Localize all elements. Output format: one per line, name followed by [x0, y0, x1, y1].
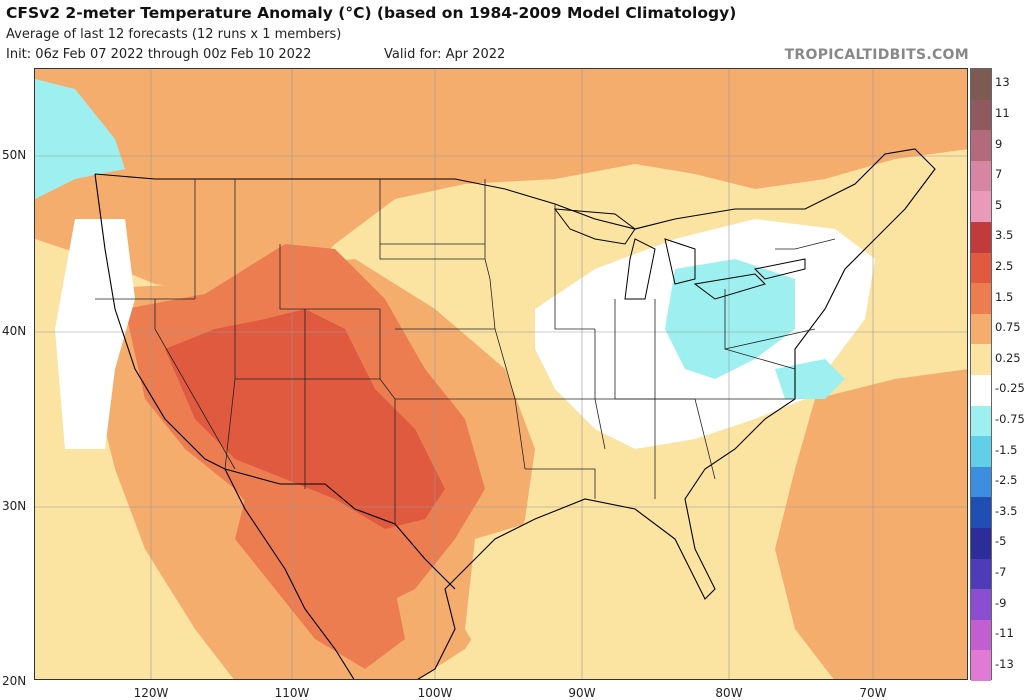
colorbar-segment	[971, 313, 991, 345]
colorbar-label: 1.5	[995, 289, 1014, 304]
anomaly-map	[34, 68, 968, 680]
anomaly-region-neutral-pacific	[55, 219, 135, 449]
colorbar-segment	[971, 160, 991, 192]
colorbar-segment	[971, 650, 991, 682]
anomaly-region-cool-ohio	[665, 259, 795, 379]
colorbar-label: 2.5	[995, 258, 1014, 273]
colorbar-label: 11	[995, 105, 1010, 120]
colorbar-label: 0.75	[995, 320, 1021, 335]
colorbar-segment	[971, 252, 991, 284]
lat-label: 30N	[2, 499, 27, 513]
great-lakes	[553, 208, 806, 300]
colorbar-segment	[971, 222, 991, 254]
colorbar-segment	[971, 619, 991, 651]
colorbar-segment	[971, 436, 991, 468]
state-lines	[95, 179, 836, 524]
anomaly-region-mexico-hot	[235, 499, 405, 669]
colorbar-segment	[971, 375, 991, 407]
lon-label: 120W	[133, 686, 169, 700]
lon-label: 70W	[859, 686, 887, 700]
colorbar-segment	[971, 497, 991, 529]
anomaly-region-gulf	[465, 509, 755, 679]
graticule	[35, 69, 967, 679]
colorbar-label: -11	[995, 626, 1014, 641]
lon-label: 100W	[417, 686, 453, 700]
colorbar-segment	[971, 130, 991, 162]
colorbar-segment	[971, 283, 991, 315]
colorbar-label: -2.5	[995, 473, 1018, 488]
colorbar-label: 13	[995, 75, 1010, 90]
lat-label: 20N	[2, 674, 27, 688]
map-title: CFSv2 2-meter Temperature Anomaly (°C) (…	[6, 4, 737, 22]
colorbar-label: -9	[995, 595, 1007, 610]
colorbar-segment	[971, 466, 991, 498]
colorbar-label: -0.25	[995, 381, 1024, 396]
init-text: Init: 06z Feb 07 2022 through 00z Feb 10…	[6, 47, 312, 62]
map-subtitle: Average of last 12 forecasts (12 runs x …	[6, 27, 342, 42]
us-mexico-border	[224, 468, 456, 590]
colorbar-label: -7	[995, 564, 1007, 579]
colorbar	[970, 68, 992, 682]
colorbar-segment	[971, 344, 991, 376]
colorbar-label: 0.25	[995, 350, 1021, 365]
anomaly-region-north	[35, 69, 967, 294]
colorbar-label: -3.5	[995, 503, 1018, 518]
lat-label: 40N	[2, 324, 27, 338]
lon-label: 90W	[568, 686, 596, 700]
anomaly-region-atlantic	[775, 369, 967, 679]
colorbar-segment	[971, 99, 991, 131]
colorbar-segment	[971, 589, 991, 621]
colorbar-segment	[971, 558, 991, 590]
colorbar-segment	[971, 405, 991, 437]
lat-label: 50N	[2, 148, 27, 162]
colorbar-label: 5	[995, 197, 1003, 212]
colorbar-label: 3.5	[995, 228, 1014, 243]
anomaly-region-cool-bc	[35, 79, 125, 199]
credit-text: TROPICALTIDBITS.COM	[784, 47, 969, 63]
colorbar-label: -5	[995, 534, 1007, 549]
colorbar-label: -0.75	[995, 411, 1024, 426]
anomaly-region-cool-offshore	[775, 359, 845, 399]
colorbar-segment	[971, 69, 991, 101]
colorbar-label: -13	[995, 656, 1014, 671]
colorbar-segment	[971, 191, 991, 223]
colorbar-label: 9	[995, 136, 1003, 151]
lon-label: 80W	[715, 686, 743, 700]
colorbar-segment	[971, 528, 991, 560]
colorbar-label: 7	[995, 167, 1003, 182]
colorbar-label: -1.5	[995, 442, 1018, 457]
lon-label: 110W	[274, 686, 310, 700]
valid-text: Valid for: Apr 2022	[384, 47, 506, 62]
